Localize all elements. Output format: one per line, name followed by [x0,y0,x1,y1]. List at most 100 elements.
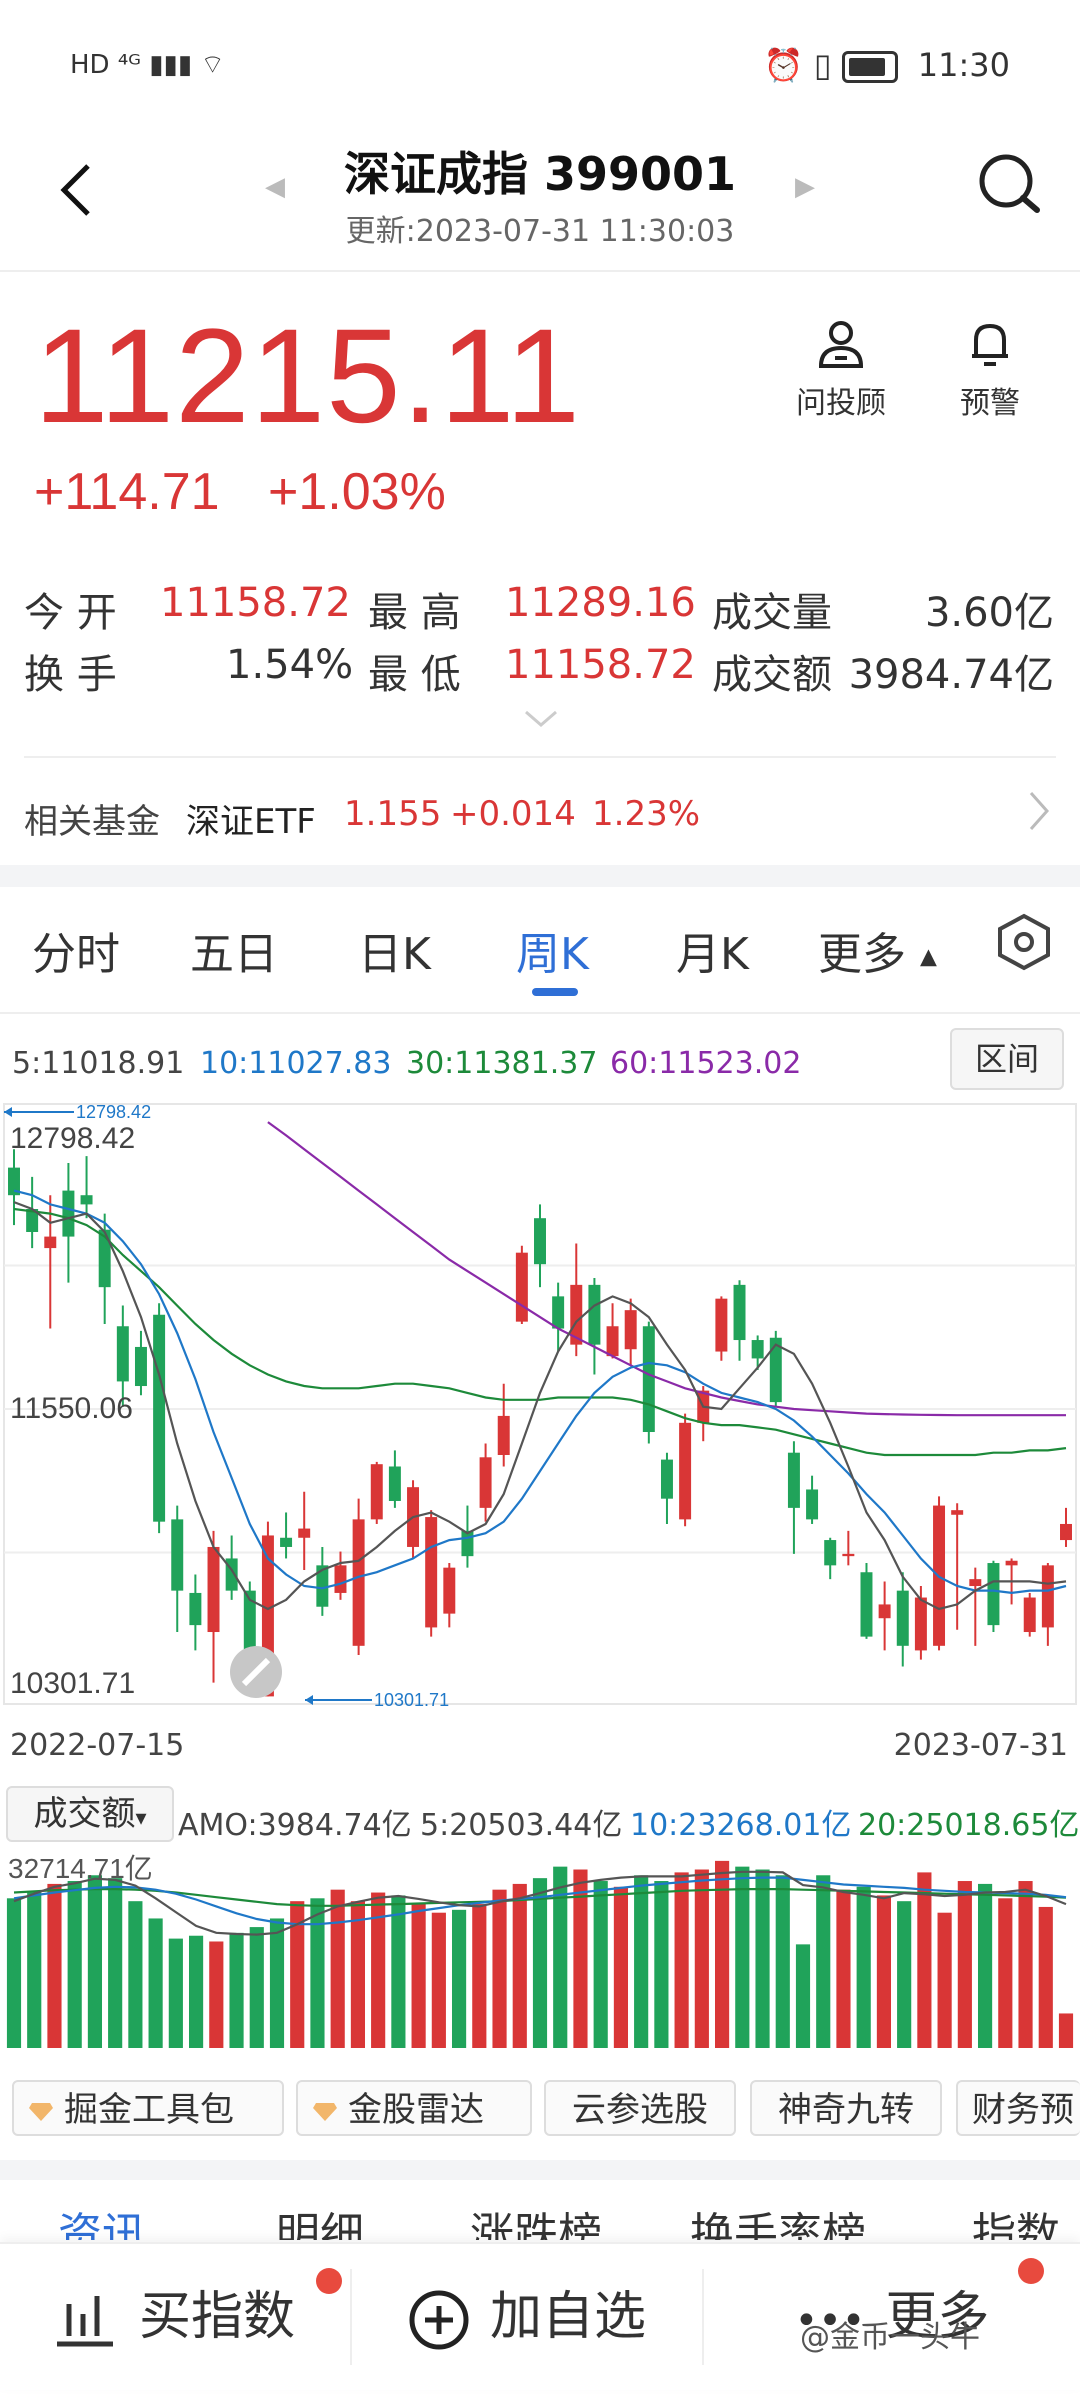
tab-monthly-k[interactable]: 月K [676,929,749,980]
candlestick-chart[interactable]: 12798.42 11550.06 10301.71 12798.42 1030… [0,1100,1080,1710]
candle [461,1505,474,1568]
triangle-icon: ▾ [135,1806,147,1831]
divider [24,756,1056,758]
max-marker: 12798.42 [4,1102,151,1122]
amount-label: 成交额 [712,652,832,698]
candle-body [388,1466,401,1501]
tool-juejin[interactable]: 掘金工具包 [12,2080,284,2136]
alert-button[interactable]: 预警 [935,316,1045,422]
volume-bar [573,1869,588,2048]
volume-bar [532,1878,548,2048]
back-arrow-icon[interactable] [52,160,112,220]
page-title: 深证成指 399001 [343,147,737,201]
settings-hexagon-icon[interactable] [996,912,1052,976]
candle [26,1176,39,1249]
tool-financial[interactable]: 财务预 [956,2080,1080,2136]
buy-index-button[interactable]: 买指数 [0,2244,350,2390]
candle-body [787,1452,800,1508]
candle [951,1503,964,1630]
tab-intraday[interactable]: 分时 [32,929,120,980]
status-bar: HD ⁴ᴳ ▮▮▮ ⌔ ⏰ ▯ 11:30 [0,0,1080,130]
candle [189,1574,202,1651]
volume-bar [634,1875,649,2048]
range-button[interactable]: 区间 [950,1028,1064,1090]
tool-magic-nine[interactable]: 神奇九转 [750,2080,942,2136]
amo-legend: AMO:3984.74亿 [178,1808,412,1843]
volume-bar [269,1918,285,2048]
section-gap [0,2160,1080,2180]
candle [298,1491,311,1570]
bar-chart-icon [56,2296,113,2347]
candle-body [806,1489,819,1520]
volume-bar [694,1869,709,2048]
candle [824,1537,837,1580]
notification-dot [316,2268,342,2294]
volume-chart[interactable]: 32714.71亿 [0,1848,1080,2053]
candle-body [80,1195,93,1205]
high-label: 最 高 [368,590,461,636]
add-watchlist-button[interactable]: 加自选 [352,2244,702,2390]
volume-bar [674,1872,689,2048]
candle [316,1546,329,1616]
more-button[interactable]: ••• 更多 [704,2244,1080,2390]
tab-turnover[interactable]: 换手率榜 [690,2209,866,2240]
tab-index[interactable]: 指数 [972,2209,1060,2240]
candle-body [769,1337,782,1403]
tool-cloud-picker[interactable]: 云参选股 [544,2080,736,2136]
candle-body [969,1579,982,1587]
next-arrow-icon[interactable]: ▶ [795,172,815,202]
x-axis-start-date: 2022-07-15 [10,1728,185,1763]
tab-movers[interactable]: 涨跌榜 [470,2209,602,2240]
candle [878,1581,891,1651]
candle [969,1567,982,1646]
candle [370,1461,383,1524]
candle-body [733,1284,746,1341]
candle-body [515,1252,528,1322]
related-fund-row[interactable]: 相关基金 深证ETF 1.155 +0.014 1.23% [24,770,1056,860]
max-marker-label: 12798.42 [76,1102,151,1122]
fund-name: 深证ETF [186,802,316,842]
volume-bar [47,1883,62,2048]
battery-icon [841,51,898,83]
tab-detail[interactable]: 明细 [276,2209,364,2240]
search-icon[interactable] [975,150,1045,220]
candle-body [624,1310,637,1350]
update-time: 更新:2023-07-31 11:30:03 [345,214,735,249]
candle [552,1282,565,1352]
volume-bar [350,1901,366,2048]
tab-daily-k[interactable]: 日K [358,929,431,980]
prev-arrow-icon[interactable]: ◀ [265,172,285,202]
vol-ma5-legend: 5:20503.44亿 [420,1808,623,1843]
open-value: 11158.72 [160,580,351,626]
watermark: @金币一头牛 [800,2320,980,2355]
volume-indicator-label: 成交额 [33,1794,136,1834]
tab-weekly-k[interactable]: 周K [516,929,589,980]
volume-bar [391,1895,406,2048]
volume-indicator-select[interactable]: 成交额▾ [6,1786,174,1842]
fund-pct: 1.23% [592,794,701,834]
ma30-line [13,1207,1067,1457]
volume-bar [67,1881,82,2048]
tab-news[interactable]: 资讯 [58,2209,146,2240]
chevron-right-icon [1028,790,1050,836]
candle-body [134,1346,147,1387]
advisor-button[interactable]: 问投顾 [786,316,896,422]
expand-chevron-icon[interactable] [524,710,558,732]
candle-body [570,1284,583,1345]
tool-label: 掘金工具包 [64,2090,234,2130]
ma10-line [13,1189,1067,1595]
candle [44,1195,57,1329]
ma60-legend: 60:11523.02 [610,1046,802,1081]
ma60-line [267,1121,1066,1417]
volume-bar [795,1944,811,2048]
tool-radar[interactable]: 金股雷达 [296,2080,532,2136]
candle-body [280,1537,293,1547]
tab-five-day[interactable]: 五日 [190,929,278,980]
volume-bar [148,1918,163,2048]
volume-bar [492,1889,507,2048]
tab-more[interactable]: 更多 ▲ [818,918,937,982]
eraser-icon[interactable] [230,1646,282,1698]
chart-frame [3,1103,1077,1705]
x-axis-end-date: 2023-07-31 [893,1728,1068,1763]
candles [8,1149,1072,1697]
